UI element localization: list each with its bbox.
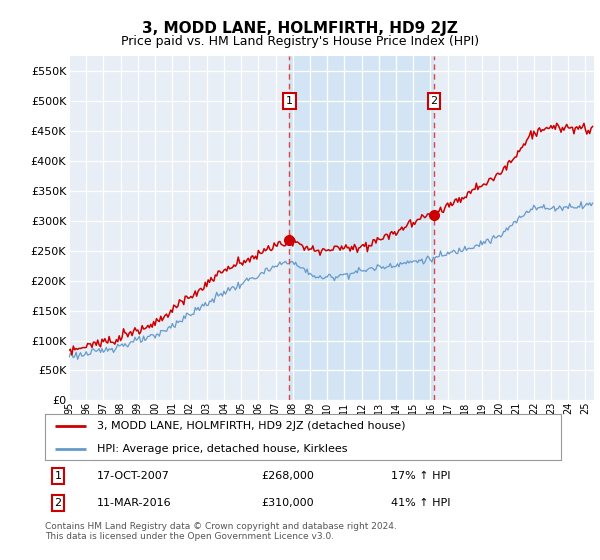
Text: Price paid vs. HM Land Registry's House Price Index (HPI): Price paid vs. HM Land Registry's House … (121, 35, 479, 48)
Text: Contains HM Land Registry data © Crown copyright and database right 2024.
This d: Contains HM Land Registry data © Crown c… (45, 522, 397, 542)
Text: 41% ↑ HPI: 41% ↑ HPI (391, 498, 450, 508)
Text: 11-MAR-2016: 11-MAR-2016 (97, 498, 171, 508)
Text: 17-OCT-2007: 17-OCT-2007 (97, 471, 169, 480)
Text: £310,000: £310,000 (262, 498, 314, 508)
Text: HPI: Average price, detached house, Kirklees: HPI: Average price, detached house, Kirk… (97, 444, 347, 454)
Text: 1: 1 (286, 96, 293, 106)
Text: £268,000: £268,000 (262, 471, 314, 480)
Text: 3, MODD LANE, HOLMFIRTH, HD9 2JZ (detached house): 3, MODD LANE, HOLMFIRTH, HD9 2JZ (detach… (97, 421, 405, 431)
Text: 3, MODD LANE, HOLMFIRTH, HD9 2JZ: 3, MODD LANE, HOLMFIRTH, HD9 2JZ (142, 21, 458, 36)
Bar (289, 56, 434, 400)
Text: 17% ↑ HPI: 17% ↑ HPI (391, 471, 450, 480)
Text: 2: 2 (55, 498, 61, 508)
Text: 1: 1 (55, 471, 61, 480)
Text: 2: 2 (430, 96, 437, 106)
